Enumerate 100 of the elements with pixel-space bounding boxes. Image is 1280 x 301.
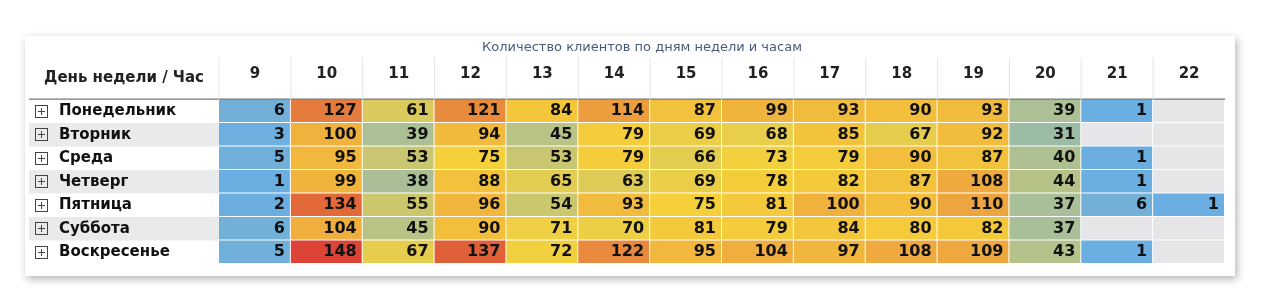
data-label: 1 xyxy=(1136,147,1148,167)
data-label: 53 xyxy=(550,147,573,167)
x-tick-label: 18 xyxy=(891,64,913,83)
data-label: 2 xyxy=(273,194,285,214)
data-label: 137 xyxy=(467,241,501,261)
data-label: 65 xyxy=(550,170,573,190)
data-label: 87 xyxy=(693,100,716,120)
data-label: 78 xyxy=(765,170,788,190)
data-label: 104 xyxy=(754,241,788,261)
y-tick-label: Суббота xyxy=(59,218,130,237)
data-label: 97 xyxy=(837,241,860,261)
data-label: 95 xyxy=(693,241,716,261)
data-label: 66 xyxy=(693,147,716,167)
data-label: 148 xyxy=(323,241,357,261)
data-label: 37 xyxy=(1053,217,1076,237)
data-label: 108 xyxy=(898,241,932,261)
data-label: 54 xyxy=(550,194,573,214)
data-label: 104 xyxy=(323,217,357,237)
data-label: 84 xyxy=(837,217,860,237)
data-label: 108 xyxy=(970,170,1004,190)
data-label: 121 xyxy=(467,100,501,120)
data-label: 87 xyxy=(981,147,1004,167)
data-label: 69 xyxy=(693,123,716,143)
data-label: 5 xyxy=(273,147,285,167)
data-label: 93 xyxy=(837,100,860,120)
data-label: 61 xyxy=(406,100,429,120)
x-tick-label: 16 xyxy=(747,64,769,83)
data-label: 80 xyxy=(909,217,932,237)
data-label: 93 xyxy=(621,194,645,214)
y-axis-title: День недели / Час xyxy=(44,68,204,87)
x-tick-label: 15 xyxy=(675,64,697,83)
data-label: 85 xyxy=(837,123,860,143)
data-label: 1 xyxy=(1207,194,1219,214)
data-label: 87 xyxy=(909,170,932,190)
data-label: 1 xyxy=(1136,170,1148,190)
data-label: 45 xyxy=(406,217,429,237)
data-label: 68 xyxy=(765,123,788,143)
y-tick-label: Воскресенье xyxy=(59,242,170,261)
data-label: 100 xyxy=(323,123,357,143)
data-label: 69 xyxy=(693,170,716,190)
data-label: 92 xyxy=(981,123,1004,143)
data-label: 1 xyxy=(1136,241,1148,261)
data-label: 45 xyxy=(550,123,573,143)
data-label: 110 xyxy=(970,194,1004,214)
data-label: 39 xyxy=(1053,100,1076,120)
data-label: 114 xyxy=(610,100,645,120)
data-label: 72 xyxy=(550,241,573,261)
data-label: 5 xyxy=(273,241,285,261)
y-tick-label: Среда xyxy=(59,148,114,167)
data-label: 3 xyxy=(273,123,285,143)
data-label: 84 xyxy=(550,100,573,120)
data-label: 53 xyxy=(406,147,429,167)
data-label: 90 xyxy=(909,147,932,167)
data-label: 81 xyxy=(693,217,716,237)
x-tick-label: 13 xyxy=(531,64,553,83)
x-tick-label: 11 xyxy=(388,64,410,83)
y-tick-label: Четверг xyxy=(59,171,129,190)
data-label: 75 xyxy=(478,147,501,167)
x-tick-label: 12 xyxy=(460,64,481,83)
data-label: 1 xyxy=(273,170,285,190)
data-label: 93 xyxy=(981,100,1004,120)
y-tick-label: Понедельник xyxy=(59,101,177,120)
data-label: 99 xyxy=(765,100,788,120)
y-tick-label: Вторник xyxy=(59,124,132,143)
data-label: 100 xyxy=(826,194,860,214)
x-tick-label: 14 xyxy=(603,64,625,83)
data-label: 88 xyxy=(478,170,501,190)
data-label: 6 xyxy=(273,217,285,237)
data-label: 99 xyxy=(334,170,357,190)
x-tick-label: 10 xyxy=(316,64,338,83)
data-label: 79 xyxy=(621,123,645,143)
x-tick-label: 17 xyxy=(819,64,841,83)
data-label: 90 xyxy=(909,100,932,120)
data-label: 55 xyxy=(406,194,429,214)
data-label: 109 xyxy=(970,241,1004,261)
data-label: 6 xyxy=(273,100,285,120)
data-label: 71 xyxy=(550,217,573,237)
data-label: 79 xyxy=(765,217,788,237)
data-label: 75 xyxy=(693,194,716,214)
data-label: 63 xyxy=(621,170,645,190)
data-label: 67 xyxy=(909,123,932,143)
y-tick-label: Пятница xyxy=(59,195,132,214)
data-label: 38 xyxy=(406,170,429,190)
x-tick-label: 21 xyxy=(1106,64,1128,83)
data-label: 44 xyxy=(1053,170,1076,190)
data-label: 6 xyxy=(1136,194,1148,214)
data-label: 95 xyxy=(334,147,357,167)
data-label: 70 xyxy=(621,217,645,237)
data-label: 1 xyxy=(1136,100,1148,120)
data-label: 81 xyxy=(765,194,788,214)
data-label: 82 xyxy=(837,170,860,190)
data-label: 90 xyxy=(478,217,501,237)
data-label: 122 xyxy=(610,241,645,261)
data-label: 94 xyxy=(478,123,501,143)
data-label: 31 xyxy=(1053,123,1076,143)
x-tick-label: 9 xyxy=(249,64,261,83)
data-label: 40 xyxy=(1053,147,1076,167)
data-label: 82 xyxy=(981,217,1004,237)
data-label: 90 xyxy=(909,194,932,214)
data-label: 79 xyxy=(837,147,860,167)
